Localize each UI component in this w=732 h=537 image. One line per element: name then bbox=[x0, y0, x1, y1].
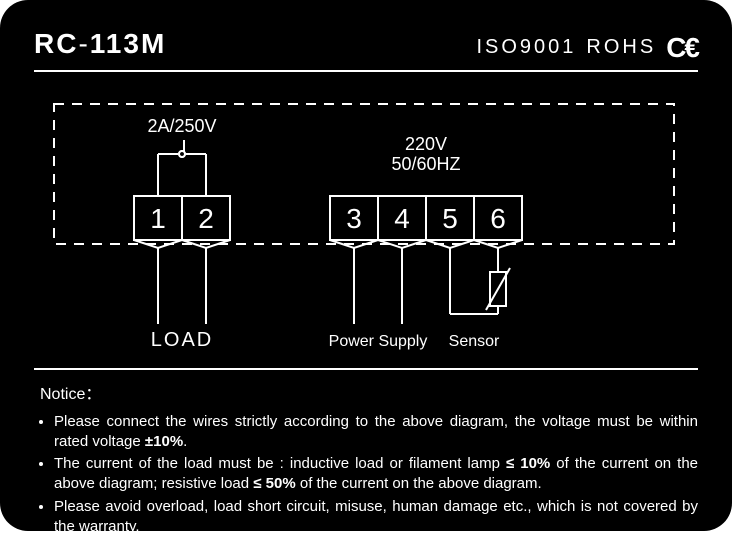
notice-title: Notice： bbox=[40, 380, 698, 404]
model-prefix: RC bbox=[34, 28, 78, 59]
certifications: ISO9001 ROHS C€ bbox=[476, 32, 698, 64]
svg-text:Power Supply: Power Supply bbox=[329, 333, 428, 350]
svg-text:50/60HZ: 50/60HZ bbox=[391, 154, 460, 174]
svg-text:Sensor: Sensor bbox=[449, 333, 500, 350]
device-label-panel: RC-113M ISO9001 ROHS C€ 1 2 3 4 5 6 2A/250V 220… bbox=[0, 0, 732, 531]
cert-ce: C€ bbox=[666, 32, 698, 64]
notice-list: Please connect the wires strictly accord… bbox=[34, 412, 698, 537]
svg-text:6: 6 bbox=[490, 203, 506, 234]
divider-top bbox=[34, 70, 698, 72]
wiring-diagram: 1 2 3 4 5 6 2A/250V 220V50/60HZ LOAD Power Supply… bbox=[34, 94, 698, 354]
svg-text:3: 3 bbox=[346, 203, 362, 234]
model-number: RC-113M bbox=[34, 28, 166, 60]
svg-text:2: 2 bbox=[198, 203, 214, 234]
svg-text:2A/250V: 2A/250V bbox=[147, 116, 216, 136]
model-suffix: 113M bbox=[90, 28, 167, 59]
cert-iso: ISO9001 bbox=[476, 36, 576, 59]
header: RC-113M ISO9001 ROHS C€ bbox=[34, 28, 698, 64]
divider-bottom bbox=[34, 368, 698, 370]
svg-text:1: 1 bbox=[150, 203, 166, 234]
model-sep: - bbox=[78, 28, 89, 59]
cert-rohs: ROHS bbox=[586, 36, 656, 59]
notice-item: The current of the load must be : induct… bbox=[54, 454, 698, 495]
notice-item: Please connect the wires strictly accord… bbox=[54, 412, 698, 453]
svg-text:4: 4 bbox=[394, 203, 410, 234]
wiring-svg: 1 2 3 4 5 6 2A/250V 220V50/60HZ LOAD Power Supply… bbox=[34, 94, 698, 354]
svg-text:5: 5 bbox=[442, 203, 458, 234]
svg-text:220V: 220V bbox=[405, 134, 447, 154]
svg-text:LOAD: LOAD bbox=[151, 329, 213, 351]
